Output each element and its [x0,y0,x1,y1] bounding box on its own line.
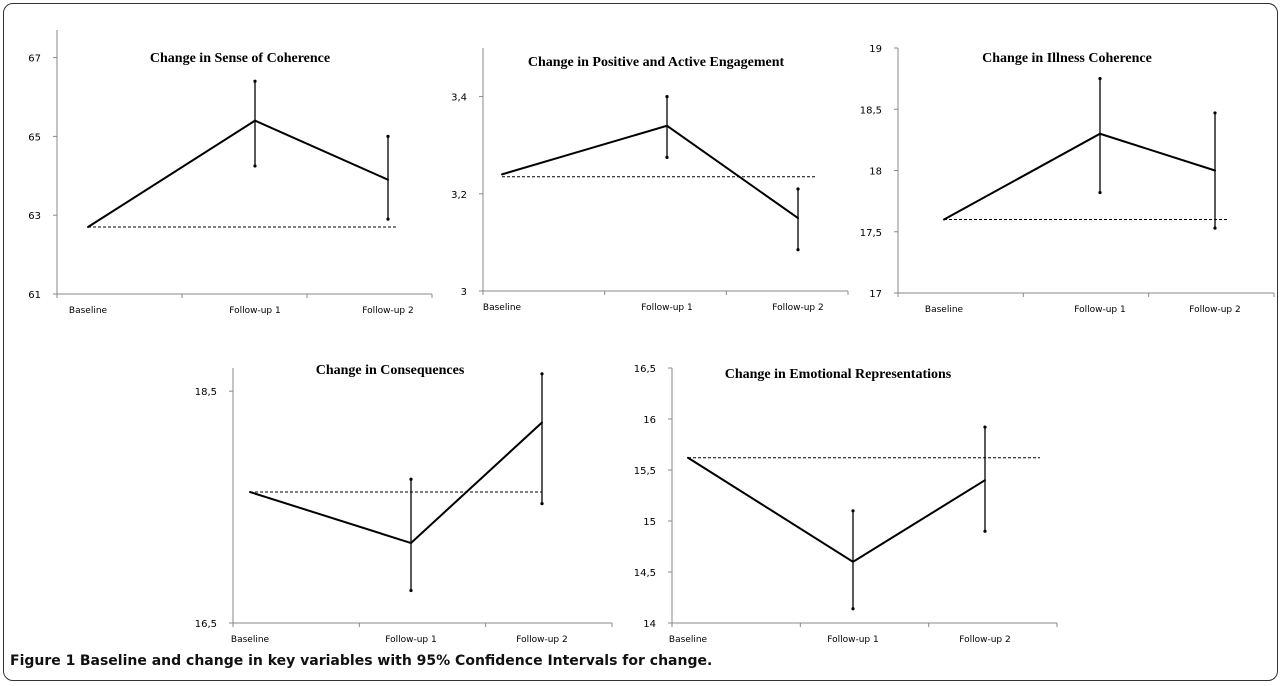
y-tick-label: 18,5 [195,387,217,398]
data-point [1214,169,1216,172]
data-point [1099,132,1101,135]
x-tick-label: Follow-up 1 [1074,305,1125,315]
y-tick-label: 15 [643,517,656,528]
ci-lower-cap [386,217,390,221]
data-point [87,226,89,229]
ci-upper-cap [386,134,390,138]
y-tick-label: 65 [28,132,41,143]
ci-lower-cap [1098,190,1102,195]
series-line [943,132,1216,221]
y-tick-label: 14,5 [634,568,656,579]
series-line [687,456,986,563]
ci-upper-cap [1098,77,1102,81]
x-tick-label: Follow-up 2 [516,635,567,645]
y-tick-label: 3,2 [451,190,467,201]
ci-upper-cap [409,477,413,481]
y-tick-label: 17,5 [860,228,882,239]
y-tick-label: 16 [643,415,656,426]
y-tick-label: 67 [28,54,41,65]
ci-lower-cap [851,607,855,611]
ci-lower-cap [409,588,413,593]
series-line [87,119,389,228]
x-tick-label: Baseline [669,635,708,645]
y-tick-label: 16,5 [634,364,656,375]
caption-text: Baseline and change in key variables wit… [79,653,713,669]
chart-panel: Change in Illness Coherence 17 17,5 18 18,5 1… [860,44,1275,315]
series-line [501,124,799,219]
caption-label: Figure 1 [10,653,76,669]
data-point [943,218,945,221]
data-point [387,178,389,181]
y-tick-label: 16,5 [195,619,217,630]
y-tick-label: 15,5 [634,466,656,477]
y-tick-label: 61 [28,290,41,301]
y-tick-label: 17 [869,289,882,300]
y-tick-label: 19 [869,44,882,55]
y-tick-label: 14 [643,619,656,630]
chart-title: Change in Sense of Coherence [150,51,330,66]
ci-lower-cap [796,248,800,252]
figure-frame [3,3,1278,681]
y-tick-label: 18 [869,167,882,178]
data-point [254,119,256,122]
ci-lower-cap [1213,226,1217,230]
data-point [666,124,668,127]
chart-panel: Change in Emotional Representations 14 14,… [634,364,1058,645]
x-tick-label: Follow-up 1 [641,303,692,313]
data-point [797,217,799,220]
ci-upper-cap [540,372,544,376]
ci-upper-cap [983,425,987,429]
data-point [984,479,986,482]
x-tick-label: Follow-up 2 [1189,305,1240,315]
x-tick-label: Baseline [925,305,964,315]
figure-caption: Figure 1 Baseline and change in key vari… [10,653,712,669]
ci-upper-cap [1213,111,1217,115]
x-tick-label: Baseline [231,635,270,645]
chart-panel: Change in Sense of Coherence 61 63 65 67 Base… [28,30,433,316]
data-point [501,173,503,176]
data-point [852,560,854,563]
y-tick-label: 63 [28,211,41,222]
x-tick-label: Baseline [483,303,522,313]
ci-upper-cap [796,187,800,191]
chart-title: Change in Consequences [316,363,465,378]
data-point [687,456,689,459]
x-tick-label: Follow-up 2 [362,306,413,316]
y-tick-label: 18,5 [860,105,882,116]
ci-lower-cap [665,155,669,159]
chart-title: Change in Emotional Representations [725,367,952,382]
y-tick-label: 3 [461,287,467,298]
chart-title: Change in Positive and Active Engagement [528,55,785,70]
series-line [249,421,543,545]
x-tick-label: Follow-up 1 [827,635,878,645]
ci-upper-cap [665,95,669,99]
ci-upper-cap [851,509,855,513]
x-tick-label: Follow-up 2 [772,303,823,313]
ci-lower-cap [253,164,257,168]
ci-lower-cap [983,529,987,533]
x-tick-label: Follow-up 1 [385,635,436,645]
x-tick-label: Baseline [69,306,108,316]
ci-upper-cap [253,79,257,83]
chart-panel: Change in Positive and Active Engagement… [451,48,849,313]
ci-lower-cap [540,502,544,506]
y-tick-label: 3,4 [451,93,467,104]
data-point [541,421,543,424]
data-point [249,491,251,494]
chart-title: Change in Illness Coherence [982,51,1152,66]
chart-panel: Change in Consequences 16,5 18,5 Baseline Fo… [195,363,613,645]
x-tick-label: Follow-up 2 [959,635,1010,645]
x-tick-label: Follow-up 1 [229,306,280,316]
data-point [410,542,412,545]
